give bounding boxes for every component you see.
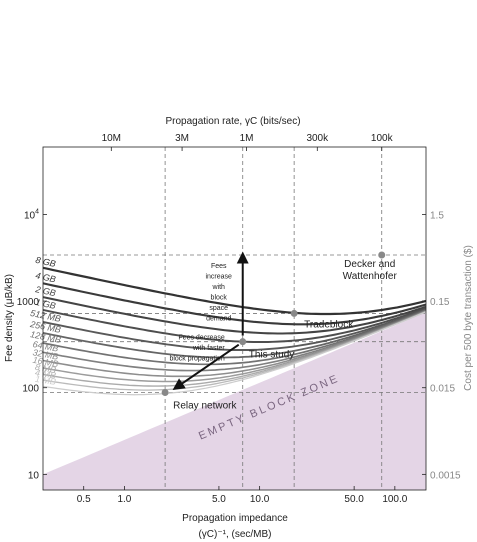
curve-label-4gb: 4 GB bbox=[35, 270, 57, 284]
x-tick-label: 10.0 bbox=[250, 494, 270, 505]
right-tick-label: 0.0015 bbox=[430, 470, 461, 481]
x-tick-label: 5.0 bbox=[212, 494, 226, 505]
point-label: This study bbox=[249, 350, 295, 361]
x-tick-label: 1.0 bbox=[117, 494, 131, 505]
arrow-left bbox=[172, 343, 240, 391]
curve-256mb bbox=[43, 309, 426, 359]
block-size-curves bbox=[43, 266, 426, 396]
point-label: Tradeblock bbox=[304, 319, 354, 330]
y-tick-label: 104 bbox=[24, 208, 39, 221]
curve-1gb bbox=[43, 307, 426, 343]
top-tick-label: 1M bbox=[240, 133, 254, 144]
plot-frame bbox=[42, 146, 427, 491]
curve-label-4mb: 4 MB bbox=[34, 367, 56, 380]
top-tick-label: 3M bbox=[175, 133, 189, 144]
annot-left-line: with faster bbox=[192, 345, 226, 352]
curve-128mb bbox=[43, 309, 426, 366]
curve-8gb bbox=[43, 266, 426, 316]
y-tick-exponent: 4 bbox=[35, 208, 39, 215]
curve-label-1mb: 1 MB bbox=[34, 374, 56, 387]
empty-block-zone bbox=[43, 312, 426, 490]
curve-label-1gb: 1 GB bbox=[35, 297, 57, 311]
top-axis-title: Propagation rate, γC (bits/sec) bbox=[165, 116, 300, 127]
curve-512mb bbox=[43, 308, 426, 351]
y-tick-label: 10 bbox=[28, 470, 40, 481]
curve-label-8mb: 8 MB bbox=[34, 362, 56, 375]
annotation-fees-decrease: Fees decrease with faster block propagatio… bbox=[169, 335, 225, 363]
curve-label-8gb: 8 GB bbox=[35, 255, 57, 269]
y-axis-title: Fee density (μB/kB) bbox=[4, 274, 15, 362]
x-axis-ticks: 0.5 1.0 5.0 10.0 50.0 100.0 bbox=[77, 486, 408, 505]
curve-4gb bbox=[43, 282, 426, 326]
y-tick-label: 1000 bbox=[17, 297, 40, 308]
x-axis-title: Propagation impedance bbox=[182, 513, 288, 524]
x-axis-units: (γC)⁻¹, (sec/MB) bbox=[198, 529, 271, 540]
data-points: Relay network This study Tradeblock Decker … bbox=[161, 251, 398, 412]
annot-up-line: increase bbox=[205, 273, 232, 280]
annotation-fees-increase: Fees increase with block space demand bbox=[205, 263, 232, 323]
x-tick-label: 100.0 bbox=[382, 494, 407, 505]
curve-2gb bbox=[43, 296, 426, 335]
x-tick-label: 0.5 bbox=[77, 494, 91, 505]
point-label: Wattenhofer bbox=[343, 271, 398, 282]
top-tick-label: 100k bbox=[371, 133, 394, 144]
right-tick-label: 0.15 bbox=[430, 297, 450, 308]
curve-label-64mb: 64 MB bbox=[32, 339, 59, 354]
annot-up-line: Fees bbox=[211, 263, 227, 270]
top-axis-ticks: 10M 3M 1M 300k 100k bbox=[102, 133, 394, 151]
right-tick-label: 1.5 bbox=[430, 210, 444, 221]
curve-label-16mb: 16 MB bbox=[32, 355, 59, 369]
curve-label-2gb: 2 GB bbox=[34, 284, 57, 298]
right-axis-ticks: 0.0015 0.015 0.15 1.5 bbox=[422, 210, 461, 481]
right-axis-title: Cost per 500 byte transaction ($) bbox=[463, 245, 474, 391]
annot-up-line: with bbox=[212, 284, 226, 291]
curve-1mb bbox=[43, 311, 426, 396]
annot-up-line: demand bbox=[206, 315, 231, 322]
annot-up-line: block bbox=[211, 294, 228, 301]
point-this-study bbox=[239, 338, 247, 346]
right-tick-label: 0.015 bbox=[430, 384, 455, 395]
top-tick-label: 300k bbox=[306, 133, 329, 144]
point-decker-and-wattenhofer bbox=[378, 251, 386, 259]
curve-label-32mb: 32 MB bbox=[32, 347, 59, 362]
trend-arrows bbox=[172, 251, 249, 391]
top-tick-label: 10M bbox=[102, 133, 121, 144]
y-tick-label: 100 bbox=[22, 384, 39, 395]
point-tradeblock bbox=[290, 309, 298, 317]
point-label: Decker and bbox=[344, 259, 395, 270]
annot-up-line: space bbox=[209, 305, 228, 312]
x-tick-label: 50.0 bbox=[344, 494, 364, 505]
point-relay-network bbox=[161, 389, 169, 397]
zone-fill bbox=[43, 312, 426, 490]
annot-left-line: Fees decrease bbox=[178, 335, 224, 342]
point-label: Relay network bbox=[173, 401, 237, 412]
annot-left-line: block propagation bbox=[169, 356, 224, 363]
